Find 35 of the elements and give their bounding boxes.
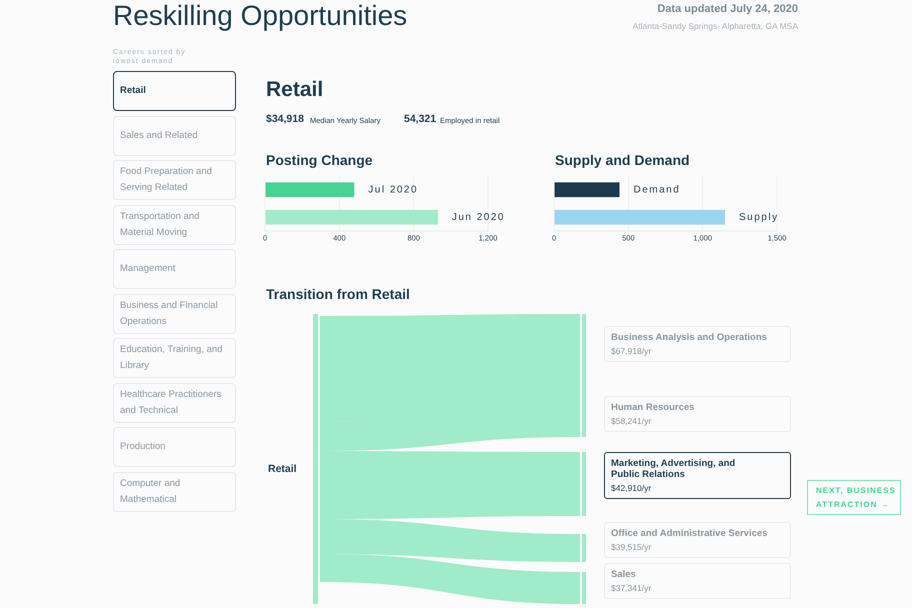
text: $58,241/yr — [611, 416, 652, 426]
text: Data updated July 24, 2020 — [656, 3, 798, 15]
text: Retail — [268, 463, 297, 475]
category-label: Education, Training, and Library — [113, 338, 236, 378]
y-tick-label: Supply — [738, 212, 778, 223]
y-tick-label: Jul 2020 — [368, 184, 417, 196]
category-label: Production — [113, 427, 236, 467]
category-label: Healthcare Practitioners and Technical — [113, 382, 236, 422]
y-tick-label: Jun 2020 — [452, 212, 504, 223]
text: Transition from Retail — [266, 286, 410, 302]
text: 54,321 — [404, 113, 436, 125]
chart-title: Posting Change — [266, 152, 374, 168]
category-label: Management — [113, 249, 236, 289]
category-label: Business and Financial Operations — [113, 294, 236, 334]
text: Retail — [266, 78, 324, 102]
text: Reskilling Opportunities — [113, 0, 408, 32]
category-label: Business Analysis and Operations — [611, 332, 768, 343]
category-label: Transportation and Material Moving — [113, 204, 236, 244]
category-label: Computer and Mathematical — [113, 472, 236, 512]
category-label: Human Resources — [611, 402, 696, 413]
text: $34,918 — [266, 113, 304, 125]
category-label: Retail — [113, 71, 236, 111]
text: NEXT, BUSINESS ATTRACTION → — [807, 480, 901, 515]
category-label: Sales and Related — [113, 116, 236, 156]
text: Atlanta-Sandy Springs- Alpharetta, GA MSA — [632, 21, 798, 31]
text: $39,515/yr — [611, 542, 652, 552]
text: $67,918/yr — [611, 346, 652, 356]
category-label: Office and Administrative Services — [611, 528, 768, 539]
text: $42,910/yr — [611, 483, 652, 493]
category-label: Marketing, Advertising, and Public Relations — [611, 458, 736, 480]
category-label: Food Preparation and Serving Related — [113, 160, 236, 200]
chart-title: Supply and Demand — [555, 152, 691, 168]
category-label: Sales — [611, 569, 637, 580]
y-tick-label: Demand — [633, 184, 679, 196]
text: $37,341/yr — [611, 583, 652, 593]
